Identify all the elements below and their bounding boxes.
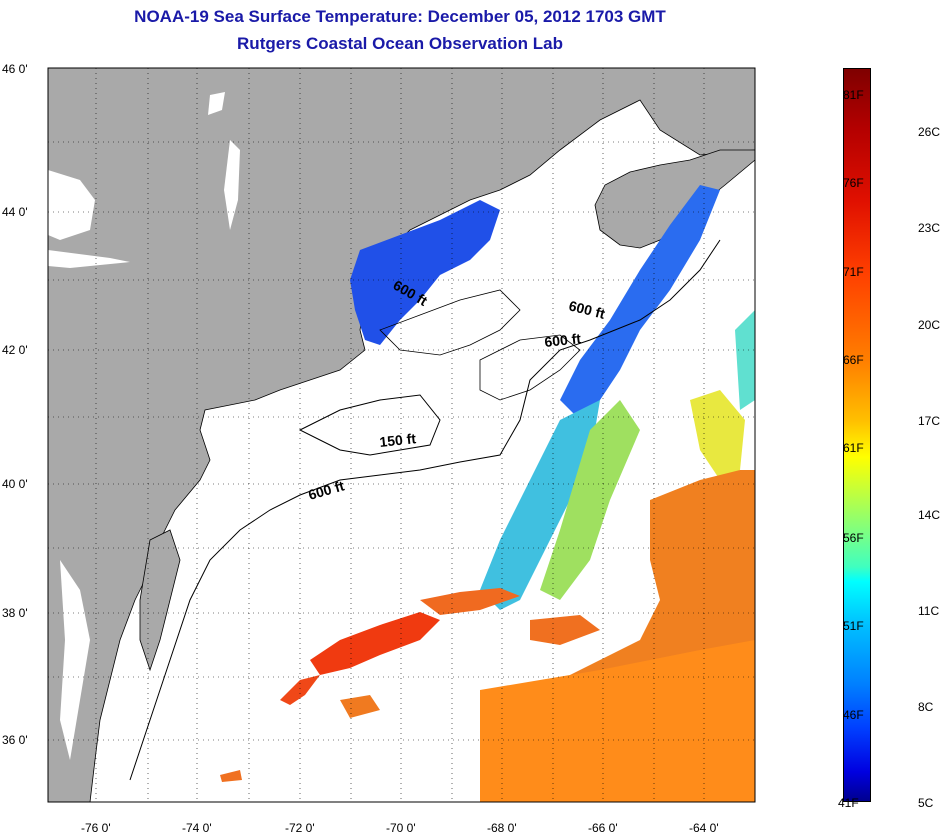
- sst-warm-filament-2: [280, 675, 320, 705]
- lon-label-74: -74 0': [182, 821, 212, 835]
- cb-f-71: 71F: [843, 265, 864, 279]
- map-frame: [47, 67, 756, 803]
- map-title: NOAA-19 Sea Surface Temperature: Decembe…: [134, 7, 666, 26]
- cb-f-46: 46F: [843, 708, 864, 722]
- cb-c-14: 14C: [918, 508, 941, 522]
- sst-warm-filament-3: [530, 615, 600, 645]
- land-delmarva: [139, 529, 181, 672]
- lat-label-42: 42 0': [2, 343, 28, 357]
- cb-f-76: 76F: [843, 176, 864, 190]
- lat-label-44: 44 0': [2, 205, 28, 219]
- lon-label-64: -64 0': [689, 821, 719, 835]
- sst-warm-patch-4: [340, 695, 380, 718]
- lon-label-70: -70 0': [386, 821, 416, 835]
- sst-gulf-of-maine: [350, 200, 500, 345]
- sst-yellow-patch: [690, 390, 745, 480]
- lon-label-72: -72 0': [285, 821, 315, 835]
- cb-c-26: 26C: [918, 125, 941, 139]
- lon-label-68: -68 0': [487, 821, 517, 835]
- lake-erie: [48, 250, 130, 268]
- contour-label-150: 150 ft: [379, 430, 417, 450]
- map-subtitle: Rutgers Coastal Ocean Observation Lab: [237, 34, 563, 53]
- sst-shelf-slope: [480, 400, 600, 610]
- cb-c-11: 11C: [918, 604, 940, 618]
- cb-f-66: 66F: [843, 353, 864, 367]
- lake-champlain: [224, 140, 240, 230]
- sst-warm-south: [480, 640, 755, 802]
- lon-label-76: -76 0': [81, 821, 111, 835]
- contour-600ft-georges: [479, 334, 581, 401]
- land-us-coast: [48, 68, 755, 802]
- cb-f-56: 56F: [843, 531, 864, 545]
- sst-warm-filament-1: [420, 588, 520, 615]
- contour-600ft-shelf: [129, 239, 721, 781]
- contour-600ft-gulf: [379, 289, 521, 356]
- cb-f-61: 61F: [843, 441, 864, 455]
- cb-c-17: 17C: [918, 414, 941, 428]
- lat-label-36: 36 0': [2, 733, 28, 747]
- sst-transition: [540, 400, 640, 600]
- sst-slope-cyan: [735, 310, 755, 410]
- sst-warm-streamer: [310, 612, 440, 675]
- lat-label-46: 46 0': [2, 62, 28, 76]
- cb-c-20: 20C: [918, 318, 941, 332]
- lat-label-40: 40 0': [2, 477, 28, 491]
- cb-c-8: 8C: [918, 700, 934, 714]
- chesapeake-bay: [60, 560, 90, 760]
- lake-inland: [208, 92, 225, 115]
- sst-scotian-shelf: [560, 185, 720, 420]
- cb-f-41: 41F: [838, 796, 859, 810]
- cb-f-81: 81F: [843, 88, 864, 102]
- contour-label-georges: 600 ft: [544, 330, 582, 350]
- contour-150ft: [298, 394, 441, 456]
- cb-c-23: 23C: [918, 221, 941, 235]
- cb-c-5: 5C: [918, 796, 934, 810]
- lake-ontario: [48, 170, 95, 240]
- sst-warm-patch-5: [220, 770, 242, 782]
- lat-label-38: 38 0': [2, 606, 28, 620]
- temperature-colorbar: [843, 68, 871, 802]
- lon-label-66: -66 0': [588, 821, 618, 835]
- cb-f-51: 51F: [843, 619, 864, 633]
